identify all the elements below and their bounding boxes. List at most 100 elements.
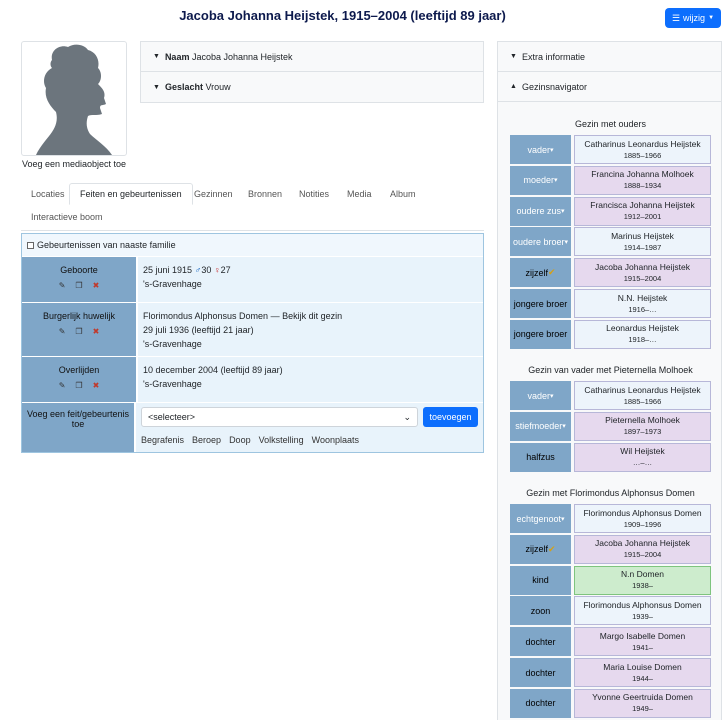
- relation-text: zoon: [530, 605, 551, 616]
- family-title: Gezin van vader met Pieternella Molhoek: [528, 365, 693, 375]
- tab-interactieve-boom[interactable]: Interactieve boom: [31, 212, 103, 222]
- relation-label: zijzelf ✔: [510, 258, 571, 288]
- edit-button[interactable]: ☰ wijzig ▼: [665, 8, 721, 28]
- person-box[interactable]: Pieternella Molhoek 1897–1973: [574, 411, 711, 441]
- fact-place: 's-Gravenhage: [143, 279, 202, 289]
- tab-gezinnen[interactable]: Gezinnen: [194, 189, 233, 199]
- fact-type: Overlijden: [58, 365, 100, 375]
- fact-type: Geboorte: [60, 265, 98, 275]
- copy-icon[interactable]: ❐: [75, 327, 83, 336]
- media-placeholder[interactable]: [21, 41, 127, 156]
- person-name: Francina Johanna Molhoek: [591, 169, 694, 180]
- relation-text: vader: [527, 390, 550, 401]
- copy-icon[interactable]: ❐: [75, 281, 83, 290]
- relation-label[interactable]: oudere zus ▾: [510, 196, 571, 226]
- relation-label: zijzelf ✔: [510, 534, 571, 564]
- family-member-row: jongere broer N.N. Heijstek 1916–…: [510, 289, 711, 319]
- relation-text: vader: [527, 144, 550, 155]
- person-box[interactable]: Florimondus Alphonsus Domen 1939–: [574, 596, 711, 626]
- gender-value: Vrouw: [205, 82, 231, 92]
- fact-place: 's-Gravenhage: [143, 379, 202, 389]
- extra-info-toggle[interactable]: ▼ Extra informatie: [498, 42, 721, 72]
- family-member-row: zoon Florimondus Alphonsus Domen 1939–: [510, 596, 711, 626]
- person-name: Catharinus Leonardus Heijstek: [584, 384, 701, 395]
- father-age: 30: [201, 265, 212, 275]
- person-box[interactable]: Jacoba Johanna Heijstek 1915–2004: [574, 258, 711, 288]
- suggestion-link[interactable]: Begrafenis: [141, 435, 185, 445]
- relatives-toggle[interactable]: Gebeurtenissen van naaste familie: [22, 234, 483, 256]
- person-name: Florimondus Alphonsus Domen: [583, 507, 702, 518]
- suggestion-link[interactable]: Woonplaats: [311, 435, 359, 445]
- edit-icon[interactable]: ✎: [58, 327, 66, 336]
- relation-label[interactable]: stiefmoeder ▾: [510, 411, 571, 441]
- person-dates: 1918–…: [628, 335, 657, 345]
- relation-label[interactable]: oudere broer ▾: [510, 227, 571, 257]
- delete-icon[interactable]: ✖: [92, 327, 100, 336]
- relation-label[interactable]: vader ▾: [510, 381, 571, 410]
- person-dates: …–…: [632, 458, 653, 468]
- female-icon: ♀: [213, 265, 221, 275]
- edit-button-label: wijzig: [683, 13, 706, 23]
- delete-icon[interactable]: ✖: [92, 381, 100, 390]
- fact-date: 29 juli 1936: [143, 325, 190, 335]
- relation-text: stiefmoeder: [515, 421, 563, 432]
- tab-locaties[interactable]: Locaties: [31, 189, 65, 199]
- tab-feiten[interactable]: Feiten en gebeurtenissen: [69, 183, 193, 205]
- relation-label[interactable]: moeder ▾: [510, 165, 571, 195]
- relatives-label: Gebeurtenissen van naaste familie: [37, 240, 176, 250]
- spouse-link[interactable]: Florimondus Alphonsus Domen — Bekijk dit…: [143, 311, 343, 321]
- person-box[interactable]: Jacoba Johanna Heijstek 1915–2004: [574, 534, 711, 564]
- facts-table: Gebeurtenissen van naaste familie Geboor…: [21, 233, 484, 453]
- relatives-checkbox[interactable]: [27, 241, 34, 249]
- edit-icon[interactable]: ✎: [58, 281, 66, 290]
- person-box[interactable]: N.n Domen 1938–: [574, 565, 711, 595]
- person-box[interactable]: Wil Heijstek …–…: [574, 442, 711, 472]
- person-box[interactable]: Francisca Johanna Heijstek 1912–2001: [574, 196, 711, 226]
- person-box[interactable]: Catharinus Leonardus Heijstek 1885–1966: [574, 381, 711, 410]
- family-member-row: moeder ▾ Francina Johanna Molhoek 1888–193…: [510, 165, 711, 196]
- person-box[interactable]: Catharinus Leonardus Heijstek 1885–1966: [574, 135, 711, 164]
- tab-album[interactable]: Album: [390, 189, 416, 199]
- fact-type-select[interactable]: <selecteer> ⌄: [141, 407, 418, 427]
- family-title: Gezin met ouders: [574, 119, 647, 129]
- relation-label[interactable]: vader ▾: [510, 135, 571, 164]
- edit-icon[interactable]: ✎: [58, 381, 66, 390]
- relation-label[interactable]: echtgenoot ▾: [510, 504, 571, 533]
- person-box[interactable]: Maria Louise Domen 1944–: [574, 658, 711, 687]
- family-member-row: dochter Yvonne Geertruida Domen 1949–: [510, 688, 711, 719]
- delete-icon[interactable]: ✖: [92, 281, 100, 290]
- person-dates: 1915–2004: [623, 273, 662, 283]
- check-icon: ✔: [547, 267, 556, 278]
- person-box[interactable]: Marinus Heijstek 1914–1987: [574, 227, 711, 257]
- gender-row[interactable]: ▼ Geslacht Vrouw: [141, 72, 483, 102]
- person-dates: 1944–: [632, 673, 653, 683]
- male-icon: ♂: [194, 265, 202, 275]
- person-box[interactable]: Margo Isabelle Domen 1941–: [574, 627, 711, 657]
- person-dates: 1912–2001: [623, 212, 662, 222]
- tab-bronnen[interactable]: Bronnen: [248, 189, 283, 199]
- navigator-toggle[interactable]: ▲ Gezinsnavigator: [498, 72, 721, 102]
- person-box[interactable]: Yvonne Geertruida Domen 1949–: [574, 688, 711, 718]
- suggestion-link[interactable]: Doop: [229, 435, 251, 445]
- fact-suggestions: Begrafenis Beroep Doop Volkstelling Woonplaa…: [141, 433, 478, 447]
- person-name: Jacoba Johanna Heijstek: [595, 261, 690, 272]
- tab-bar: Locaties Feiten en gebeurtenissen Gezinn…: [21, 183, 484, 231]
- copy-icon[interactable]: ❐: [75, 381, 83, 390]
- extra-info-label: Extra informatie: [521, 51, 585, 62]
- person-box[interactable]: N.N. Heijstek 1916–…: [574, 289, 711, 318]
- page-title: Jacoba Johanna Heijstek, 1915–2004 (leef…: [179, 8, 506, 23]
- add-fact-button[interactable]: toevoegen: [423, 407, 478, 427]
- tab-media[interactable]: Media: [347, 189, 372, 199]
- person-name: Margo Isabelle Domen: [599, 630, 686, 641]
- tab-notities[interactable]: Notities: [299, 189, 330, 199]
- add-media-link[interactable]: Voeg een mediaobject toe: [21, 159, 127, 169]
- chevron-down-icon: ⌄: [403, 412, 411, 422]
- person-dates: 1916–…: [628, 304, 657, 314]
- person-name: Florimondus Alphonsus Domen: [583, 599, 702, 610]
- person-box[interactable]: Francina Johanna Molhoek 1888–1934: [574, 165, 711, 195]
- suggestion-link[interactable]: Beroep: [192, 435, 222, 445]
- suggestion-link[interactable]: Volkstelling: [258, 435, 304, 445]
- name-row[interactable]: ▼ Naam Jacoba Johanna Heijstek: [141, 42, 483, 72]
- person-box[interactable]: Leonardus Heijstek 1918–…: [574, 319, 711, 349]
- person-box[interactable]: Florimondus Alphonsus Domen 1909–1996: [574, 504, 711, 533]
